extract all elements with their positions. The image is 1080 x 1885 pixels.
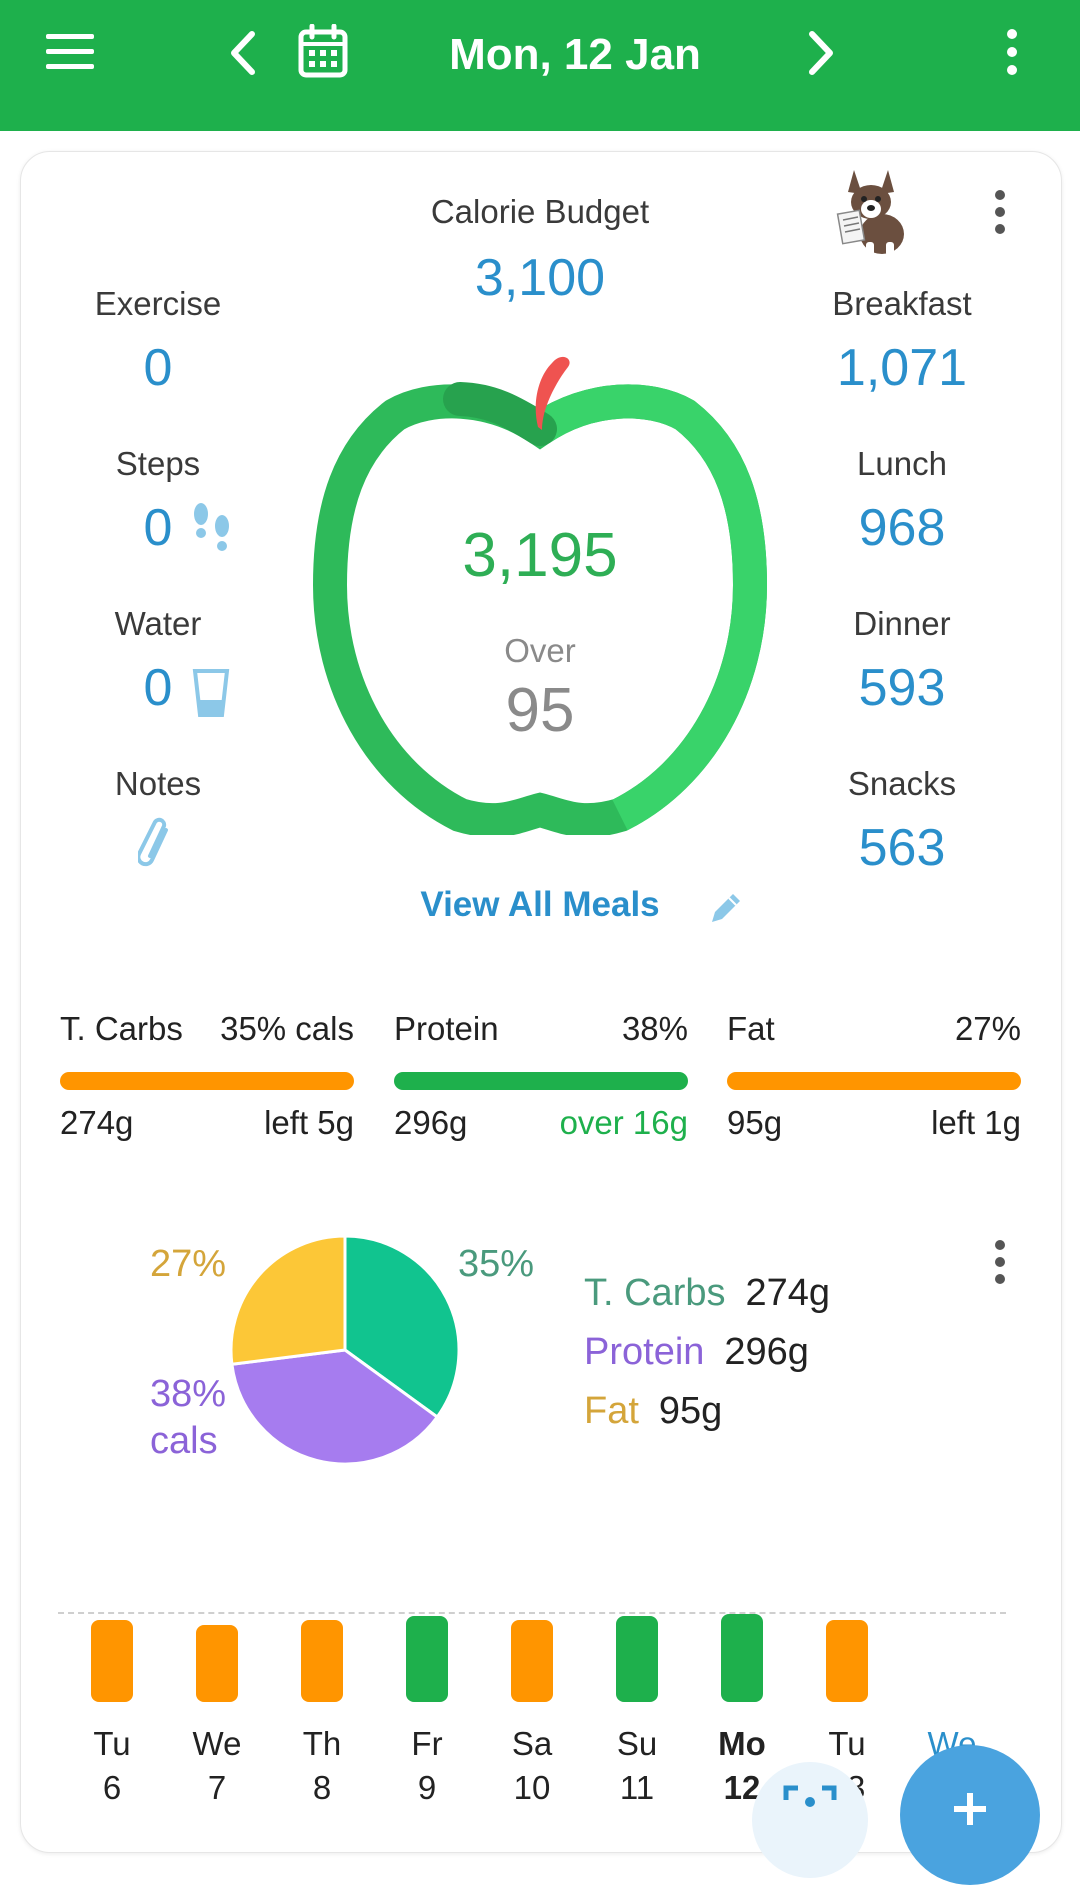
calorie-budget-label: Calorie Budget [430, 193, 650, 230]
day-calorie-bar[interactable] [511, 1620, 553, 1702]
legend-grams: 296g [724, 1331, 809, 1373]
day-calorie-bar[interactable] [721, 1614, 763, 1702]
paperclip-icon[interactable] [136, 816, 178, 872]
macro-name: Fat [727, 1010, 775, 1047]
pie-carbs-pct: 35% [458, 1243, 535, 1285]
breakfast-label: Breakfast [832, 285, 972, 322]
snacks-label: Snacks [847, 765, 957, 802]
macro-grams: 274g [60, 1104, 134, 1141]
macro-remaining: over 16g [559, 1104, 688, 1141]
day-number-label[interactable]: 10 [513, 1769, 551, 1806]
day-number-label[interactable]: 6 [102, 1769, 122, 1806]
over-value: 95 [505, 676, 575, 745]
dog-mascot-icon[interactable] [832, 162, 912, 258]
macro-name: Protein [394, 1010, 499, 1047]
day-number-label[interactable]: 12 [723, 1769, 761, 1806]
card-more-icon[interactable] [990, 190, 1010, 234]
day-of-week-label[interactable]: We [192, 1725, 242, 1762]
more-vertical-icon[interactable] [1002, 28, 1022, 76]
legend-item: Protein 296g [584, 1331, 809, 1374]
day-calorie-bar[interactable] [91, 1620, 133, 1702]
legend-grams: 95g [658, 1390, 723, 1432]
legend-label: Fat [584, 1390, 639, 1432]
macro-grams: 296g [394, 1104, 468, 1141]
macro-remaining: left 5g [264, 1104, 354, 1141]
dinner-value[interactable]: 593 [858, 659, 946, 717]
chevron-right-icon[interactable] [806, 30, 836, 76]
breakfast-value[interactable]: 1,071 [836, 339, 968, 397]
day-number-label[interactable]: 7 [207, 1769, 227, 1806]
menu-icon[interactable] [46, 32, 94, 72]
scan-button[interactable] [752, 1762, 868, 1878]
day-of-week-label[interactable]: Fr [411, 1725, 443, 1762]
eaten-calories: 3,195 [462, 521, 618, 590]
lunch-label: Lunch [857, 445, 947, 482]
budget-dashed-line [58, 1612, 1006, 1614]
pie-fat-pct: 27% [150, 1243, 227, 1285]
notes-label: Notes [114, 765, 202, 802]
pie-protein-unit: cals [150, 1420, 218, 1462]
add-fab-button[interactable] [900, 1745, 1040, 1885]
day-of-week-label[interactable]: Su [616, 1725, 658, 1762]
day-calorie-bar[interactable] [616, 1616, 658, 1702]
exercise-value[interactable]: 0 [143, 339, 173, 397]
macro-progress-bar [727, 1072, 1021, 1090]
calorie-apple-ring[interactable] [310, 355, 770, 838]
over-label: Over [504, 632, 576, 669]
pie-slice-protein[interactable] [230, 1348, 440, 1466]
dinner-label: Dinner [853, 605, 951, 642]
day-of-week-label[interactable]: Sa [511, 1725, 553, 1762]
lunch-value[interactable]: 968 [858, 499, 946, 557]
app-bar: Mon, 12 Jan [0, 0, 1080, 131]
macro-grams: 95g [727, 1104, 783, 1141]
water-value[interactable]: 0 [143, 659, 173, 717]
calendar-icon[interactable] [298, 23, 348, 78]
exercise-label: Exercise [94, 285, 222, 322]
macro-name: T. Carbs [60, 1010, 183, 1047]
snacks-value[interactable]: 563 [858, 819, 946, 877]
macro-percent: 35% cals [220, 1010, 354, 1047]
edit-pencil-icon[interactable] [708, 890, 744, 926]
day-of-week-label[interactable]: Mo [718, 1725, 766, 1762]
day-of-week-label[interactable]: Tu [828, 1725, 866, 1762]
macro-percent: 27% [954, 1010, 1021, 1047]
pie-protein-pct: 38% [150, 1373, 227, 1415]
day-calorie-bar[interactable] [301, 1620, 343, 1702]
chevron-left-icon[interactable] [228, 30, 258, 76]
macro-percent: 38% [621, 1010, 688, 1047]
legend-grams: 274g [745, 1272, 831, 1314]
day-of-week-label[interactable]: Tu [93, 1725, 131, 1762]
day-number-label[interactable]: 9 [417, 1769, 437, 1806]
legend-label: T. Carbs [584, 1272, 726, 1314]
day-of-week-label[interactable]: Th [302, 1725, 342, 1762]
day-calorie-bar[interactable] [406, 1616, 448, 1702]
calorie-budget-value[interactable]: 3,100 [474, 249, 606, 307]
day-calorie-bar[interactable] [196, 1625, 238, 1702]
day-calorie-bar[interactable] [826, 1620, 868, 1702]
steps-label: Steps [115, 445, 201, 482]
steps-value[interactable]: 0 [143, 499, 173, 557]
view-all-meals-link[interactable]: View All Meals [420, 885, 660, 924]
macro-pie-chart[interactable] [225, 1230, 465, 1470]
pie-slice-fat[interactable] [229, 1234, 347, 1366]
day-number-label[interactable]: 8 [312, 1769, 332, 1806]
legend-item: T. Carbs 274g [584, 1272, 830, 1315]
macro-progress-bar [60, 1072, 354, 1090]
current-date[interactable]: Mon, 12 Jan [449, 30, 701, 79]
water-glass-icon [192, 668, 230, 718]
water-label: Water [114, 605, 202, 642]
day-number-label[interactable]: 11 [619, 1769, 655, 1806]
macro-remaining: left 1g [931, 1104, 1021, 1141]
footsteps-icon [190, 500, 234, 560]
pie-slice-t-carbs[interactable] [343, 1234, 461, 1420]
macro-progress-bar [394, 1072, 688, 1090]
legend-label: Protein [584, 1331, 705, 1373]
legend-item: Fat 95g [584, 1390, 722, 1433]
pie-more-icon[interactable] [990, 1240, 1010, 1284]
